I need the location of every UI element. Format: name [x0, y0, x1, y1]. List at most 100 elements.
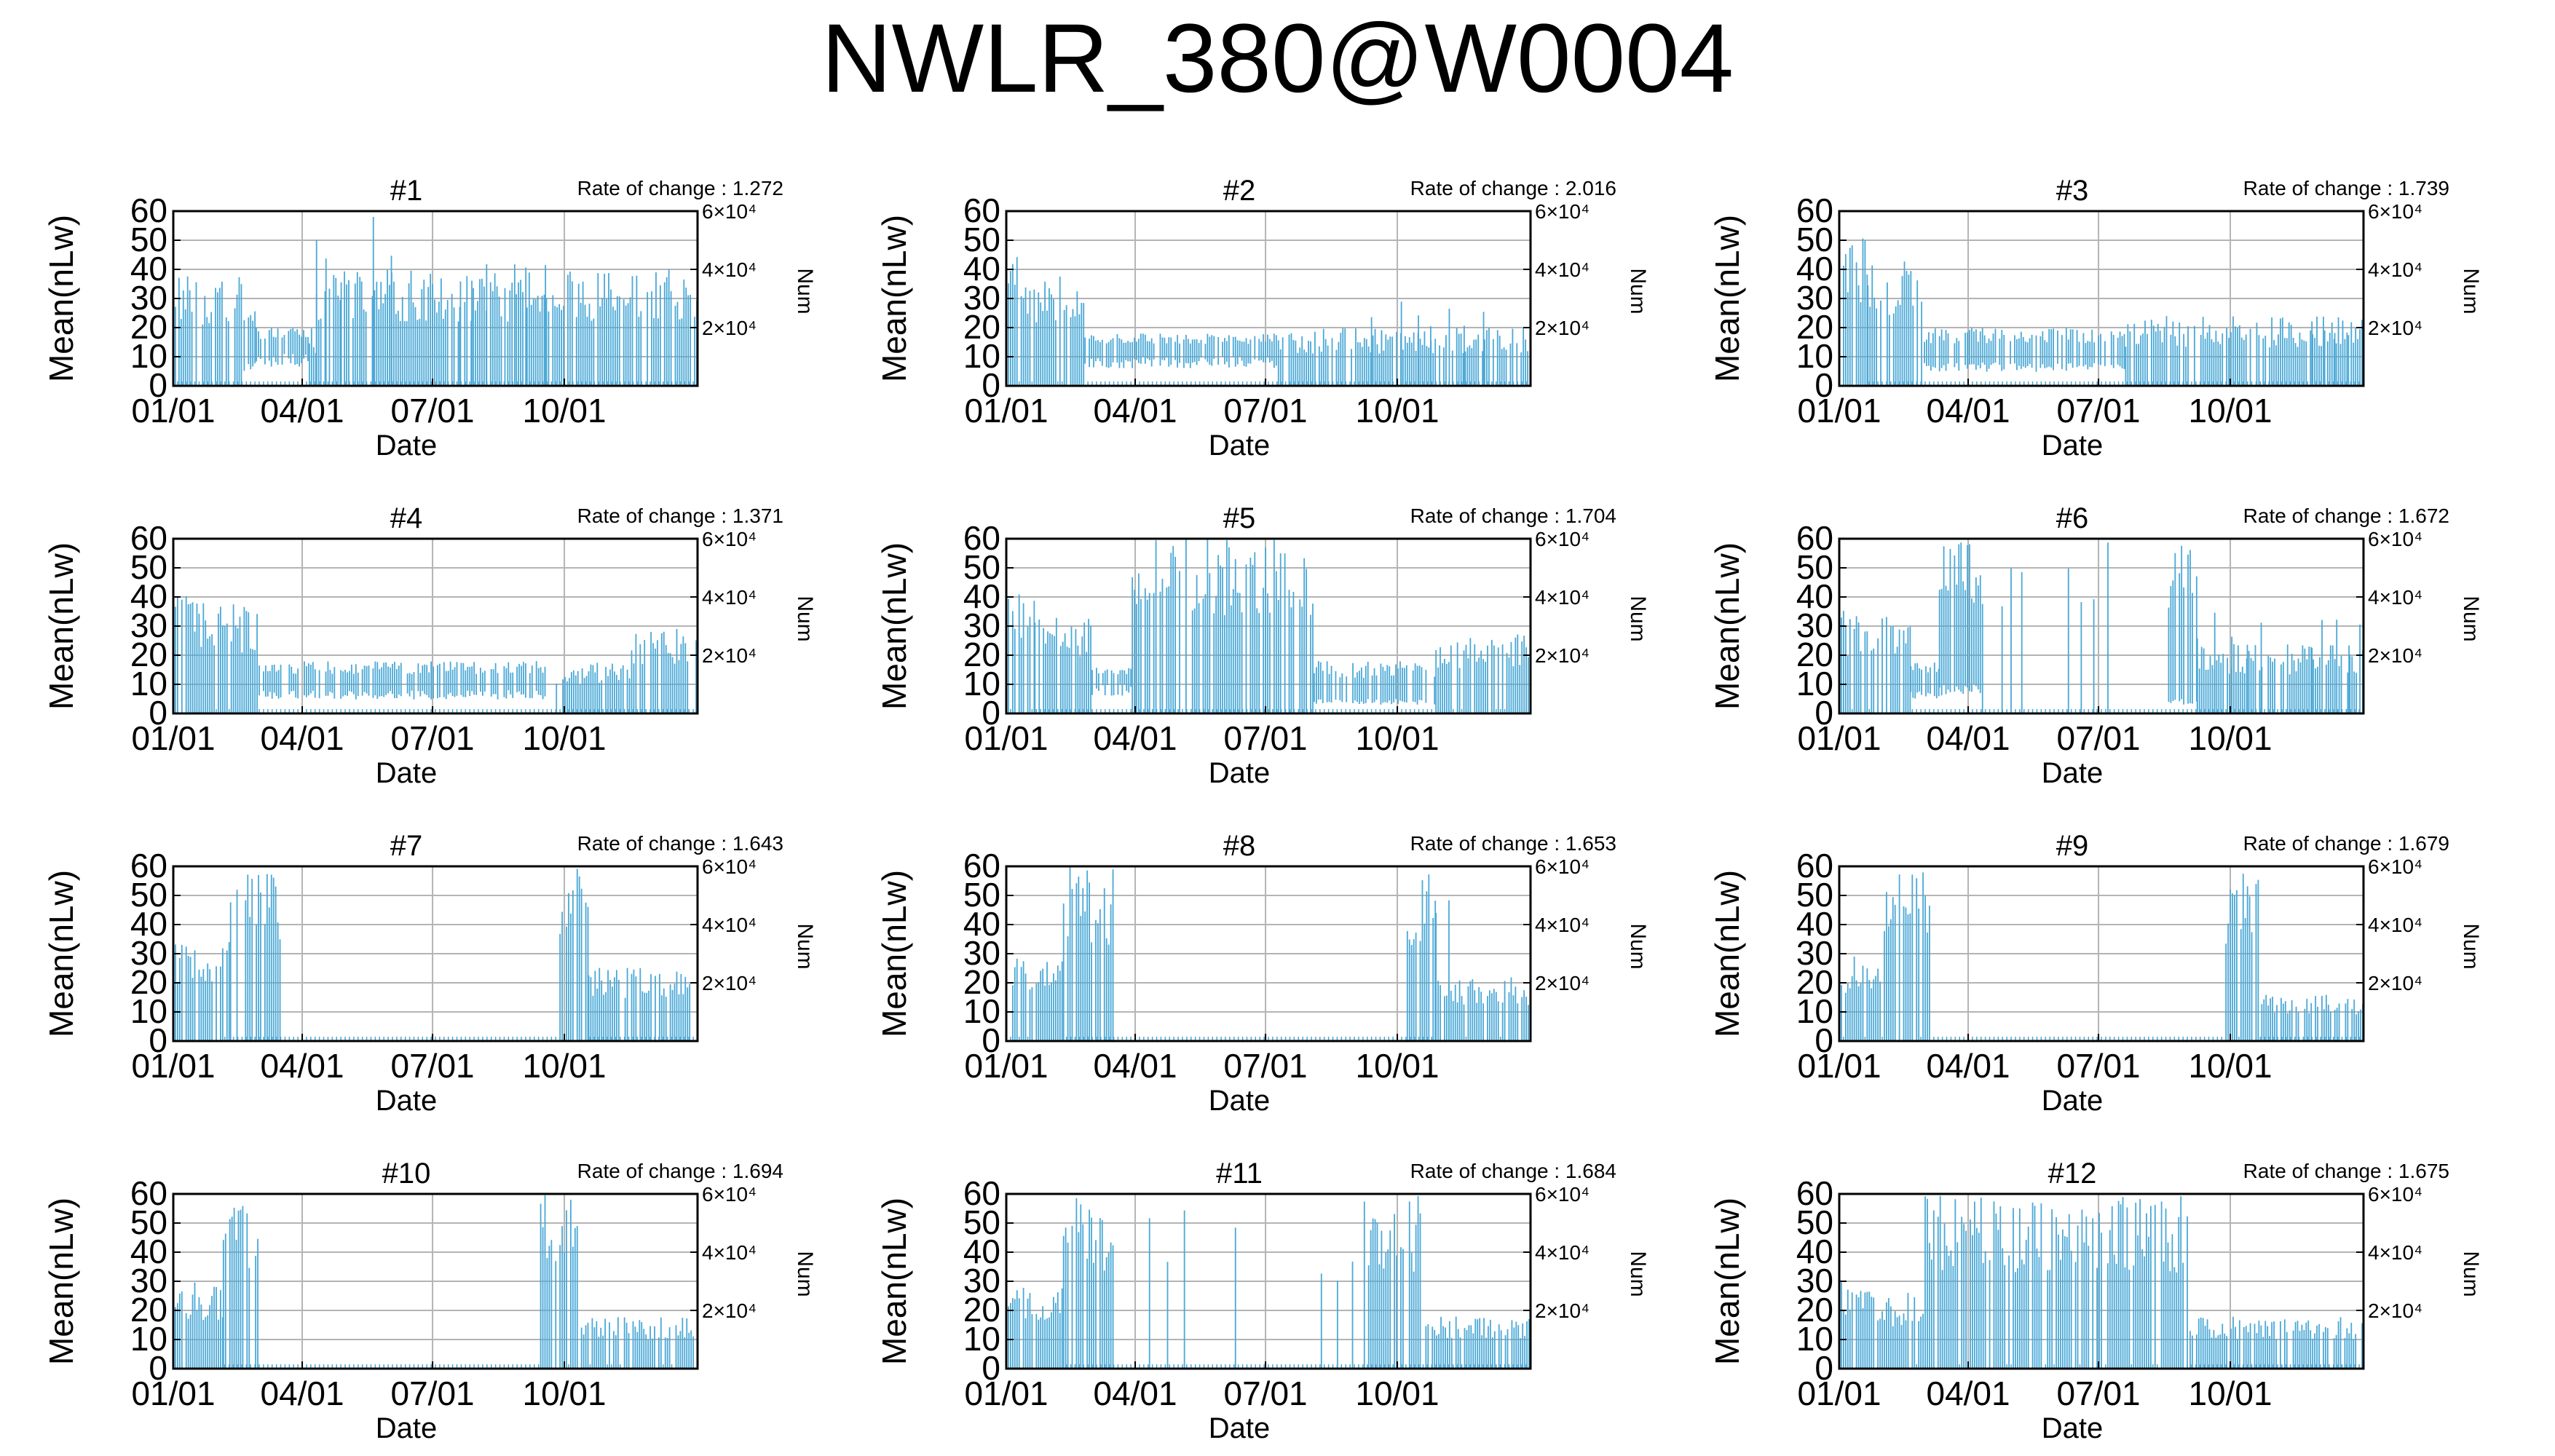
- y2-tick-label: 6×10⁴: [702, 200, 757, 223]
- data-series: [1839, 872, 2364, 1041]
- x-axis-label: Date: [376, 1085, 438, 1117]
- y-tick-label: 20: [1796, 1291, 1833, 1329]
- x-tick-label: 04/01: [1093, 392, 1177, 430]
- y2-tick-label: 2×10⁴: [1535, 644, 1590, 667]
- y-tick-label: 0: [982, 1349, 1000, 1387]
- y-tick-label: 0: [149, 694, 167, 732]
- y-tick-label: 10: [963, 337, 1000, 375]
- y-tick-label: 10: [130, 665, 167, 703]
- y2-tick-label: 2×10⁴: [2368, 1299, 2422, 1322]
- y-tick-label: 40: [130, 577, 167, 615]
- y-tick-label: 50: [963, 1203, 1000, 1241]
- y-tick-label: 0: [982, 1021, 1000, 1059]
- y-tick-label: 0: [1814, 1021, 1833, 1059]
- data-series: [1006, 1196, 1530, 1369]
- y-axis-label: Mean(nLw): [1708, 870, 1746, 1037]
- y2-tick-label: 6×10⁴: [2368, 528, 2422, 550]
- y-tick-label: 50: [963, 876, 1000, 914]
- x-tick-label: 10/01: [2188, 1374, 2272, 1412]
- x-tick-label: 10/01: [1355, 1047, 1439, 1085]
- y2-tick-label: 4×10⁴: [1535, 586, 1590, 609]
- x-tick-label: 07/01: [1224, 1374, 1308, 1412]
- x-tick-label: 10/01: [522, 719, 606, 757]
- y-tick-label: 30: [1796, 1262, 1833, 1299]
- x-tick-label: 01/01: [1797, 1374, 1881, 1412]
- y-tick-label: 0: [1814, 694, 1833, 732]
- y-tick-label: 30: [130, 1262, 167, 1299]
- y-tick-label: 30: [1796, 934, 1833, 972]
- y-axis-label: Mean(nLw): [875, 215, 913, 382]
- y-tick-label: 20: [1796, 963, 1833, 1001]
- rate-of-change-label: Rate of change : 1.704: [1410, 505, 1616, 527]
- y2-tick-label: 4×10⁴: [702, 586, 757, 609]
- x-tick-label: 07/01: [1224, 719, 1308, 757]
- y-tick-label: 30: [130, 279, 167, 317]
- x-tick-label: 07/01: [391, 392, 475, 430]
- y-axis-label: Mean(nLw): [42, 215, 80, 382]
- y2-tick-label: 2×10⁴: [1535, 317, 1590, 339]
- x-tick-label: 04/01: [1926, 1047, 2010, 1085]
- y2-tick-label: 4×10⁴: [1535, 914, 1590, 936]
- y2-tick-label: 6×10⁴: [1535, 855, 1590, 878]
- y2-axis-label: Num: [793, 1251, 817, 1297]
- rate-of-change-label: Rate of change : 1.679: [2243, 832, 2449, 855]
- x-axis-label: Date: [2042, 1412, 2104, 1444]
- x-axis-label: Date: [1209, 1085, 1271, 1117]
- subplot-title: #4: [390, 502, 423, 534]
- subplot-title: #5: [1223, 502, 1256, 534]
- y-tick-label: 40: [963, 250, 1000, 288]
- y2-tick-label: 4×10⁴: [702, 1241, 757, 1264]
- y2-tick-label: 4×10⁴: [1535, 1241, 1590, 1264]
- y-axis-label: Mean(nLw): [42, 542, 80, 710]
- y-tick-label: 60: [963, 519, 1000, 557]
- rate-of-change-label: Rate of change : 1.694: [577, 1160, 783, 1182]
- x-tick-label: 04/01: [260, 1047, 344, 1085]
- rate-of-change-label: Rate of change : 1.684: [1410, 1160, 1616, 1182]
- y2-axis-label: Num: [1626, 923, 1650, 969]
- x-tick-label: 04/01: [1926, 1374, 2010, 1412]
- y-axis-label: Mean(nLw): [1708, 215, 1746, 382]
- x-tick-label: 01/01: [1797, 392, 1881, 430]
- x-tick-label: 10/01: [1355, 392, 1439, 430]
- y-tick-label: 50: [1796, 548, 1833, 586]
- rate-of-change-label: Rate of change : 2.016: [1410, 177, 1616, 199]
- y2-tick-label: 2×10⁴: [2368, 317, 2422, 339]
- y2-tick-label: 2×10⁴: [2368, 972, 2422, 994]
- data-series: [1839, 542, 2364, 713]
- x-axis-label: Date: [376, 430, 438, 462]
- y-axis-label: Mean(nLw): [875, 1198, 913, 1365]
- y2-tick-label: 2×10⁴: [1535, 972, 1590, 994]
- y-tick-label: 20: [1796, 308, 1833, 346]
- x-tick-label: 10/01: [522, 1047, 606, 1085]
- y-axis-label: Mean(nLw): [1708, 1198, 1746, 1365]
- y2-tick-label: 2×10⁴: [702, 317, 757, 339]
- x-tick-label: 01/01: [964, 1374, 1048, 1412]
- y2-axis-label: Num: [793, 923, 817, 969]
- y-tick-label: 0: [982, 366, 1000, 404]
- y-tick-label: 50: [130, 876, 167, 914]
- y-tick-label: 30: [963, 934, 1000, 972]
- y2-tick-label: 2×10⁴: [702, 644, 757, 667]
- y-tick-label: 40: [1796, 250, 1833, 288]
- x-tick-label: 10/01: [522, 1374, 606, 1412]
- x-tick-label: 01/01: [1797, 1047, 1881, 1085]
- y-tick-label: 10: [130, 992, 167, 1030]
- subplot-title: #11: [1216, 1158, 1263, 1190]
- y-tick-label: 60: [130, 847, 167, 885]
- y-tick-label: 10: [1796, 992, 1833, 1030]
- x-tick-label: 07/01: [2057, 1374, 2141, 1412]
- y2-axis-label: Num: [2459, 1251, 2483, 1297]
- y-tick-label: 20: [130, 1291, 167, 1329]
- x-tick-label: 07/01: [1224, 392, 1308, 430]
- subplot-title: #8: [1223, 830, 1256, 862]
- x-tick-label: 04/01: [260, 392, 344, 430]
- y-tick-label: 40: [963, 577, 1000, 615]
- y-tick-label: 20: [963, 636, 1000, 673]
- y-tick-label: 60: [1796, 1174, 1833, 1212]
